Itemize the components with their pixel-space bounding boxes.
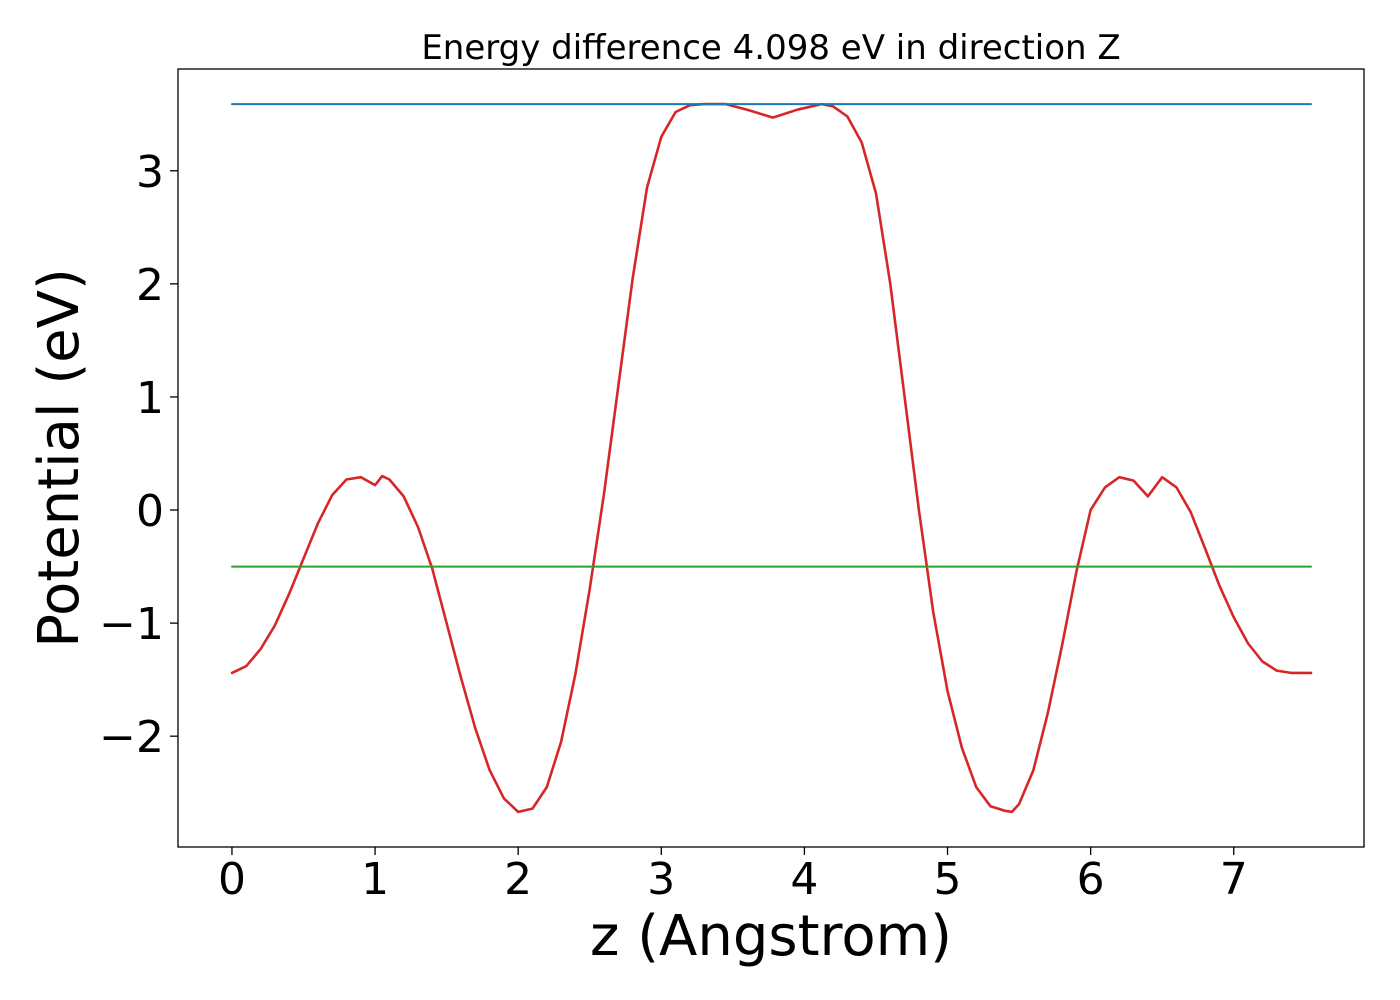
- y-tick-label: −1: [99, 599, 164, 650]
- series-line-1: [230, 102, 1313, 814]
- y-tick-label: 0: [136, 486, 164, 537]
- chart-title: Energy difference 4.098 eV in direction …: [421, 28, 1120, 68]
- plot-area: 0 1 2 3 4 5 6 7 −2 −1 0 1 2 3: [99, 68, 1365, 905]
- x-tick-label: 7: [1220, 854, 1248, 905]
- x-tick-label: 5: [934, 854, 962, 905]
- y-tick-label: 3: [136, 147, 164, 198]
- y-tick-label: −2: [99, 712, 164, 763]
- x-tick-label: 6: [1077, 854, 1105, 905]
- x-tick-label: 4: [790, 854, 818, 905]
- x-tick-label: 1: [361, 854, 389, 905]
- y-axis-label: Potential (eV): [27, 268, 92, 648]
- x-tick-label: 0: [218, 854, 246, 905]
- y-tick-label: 2: [136, 260, 164, 311]
- x-tick-label: 3: [647, 854, 675, 905]
- x-tick-label: 2: [504, 854, 532, 905]
- x-axis-label: z (Angstrom): [590, 904, 952, 969]
- plot-frame: [177, 68, 1365, 848]
- y-tick-label: 1: [136, 373, 164, 424]
